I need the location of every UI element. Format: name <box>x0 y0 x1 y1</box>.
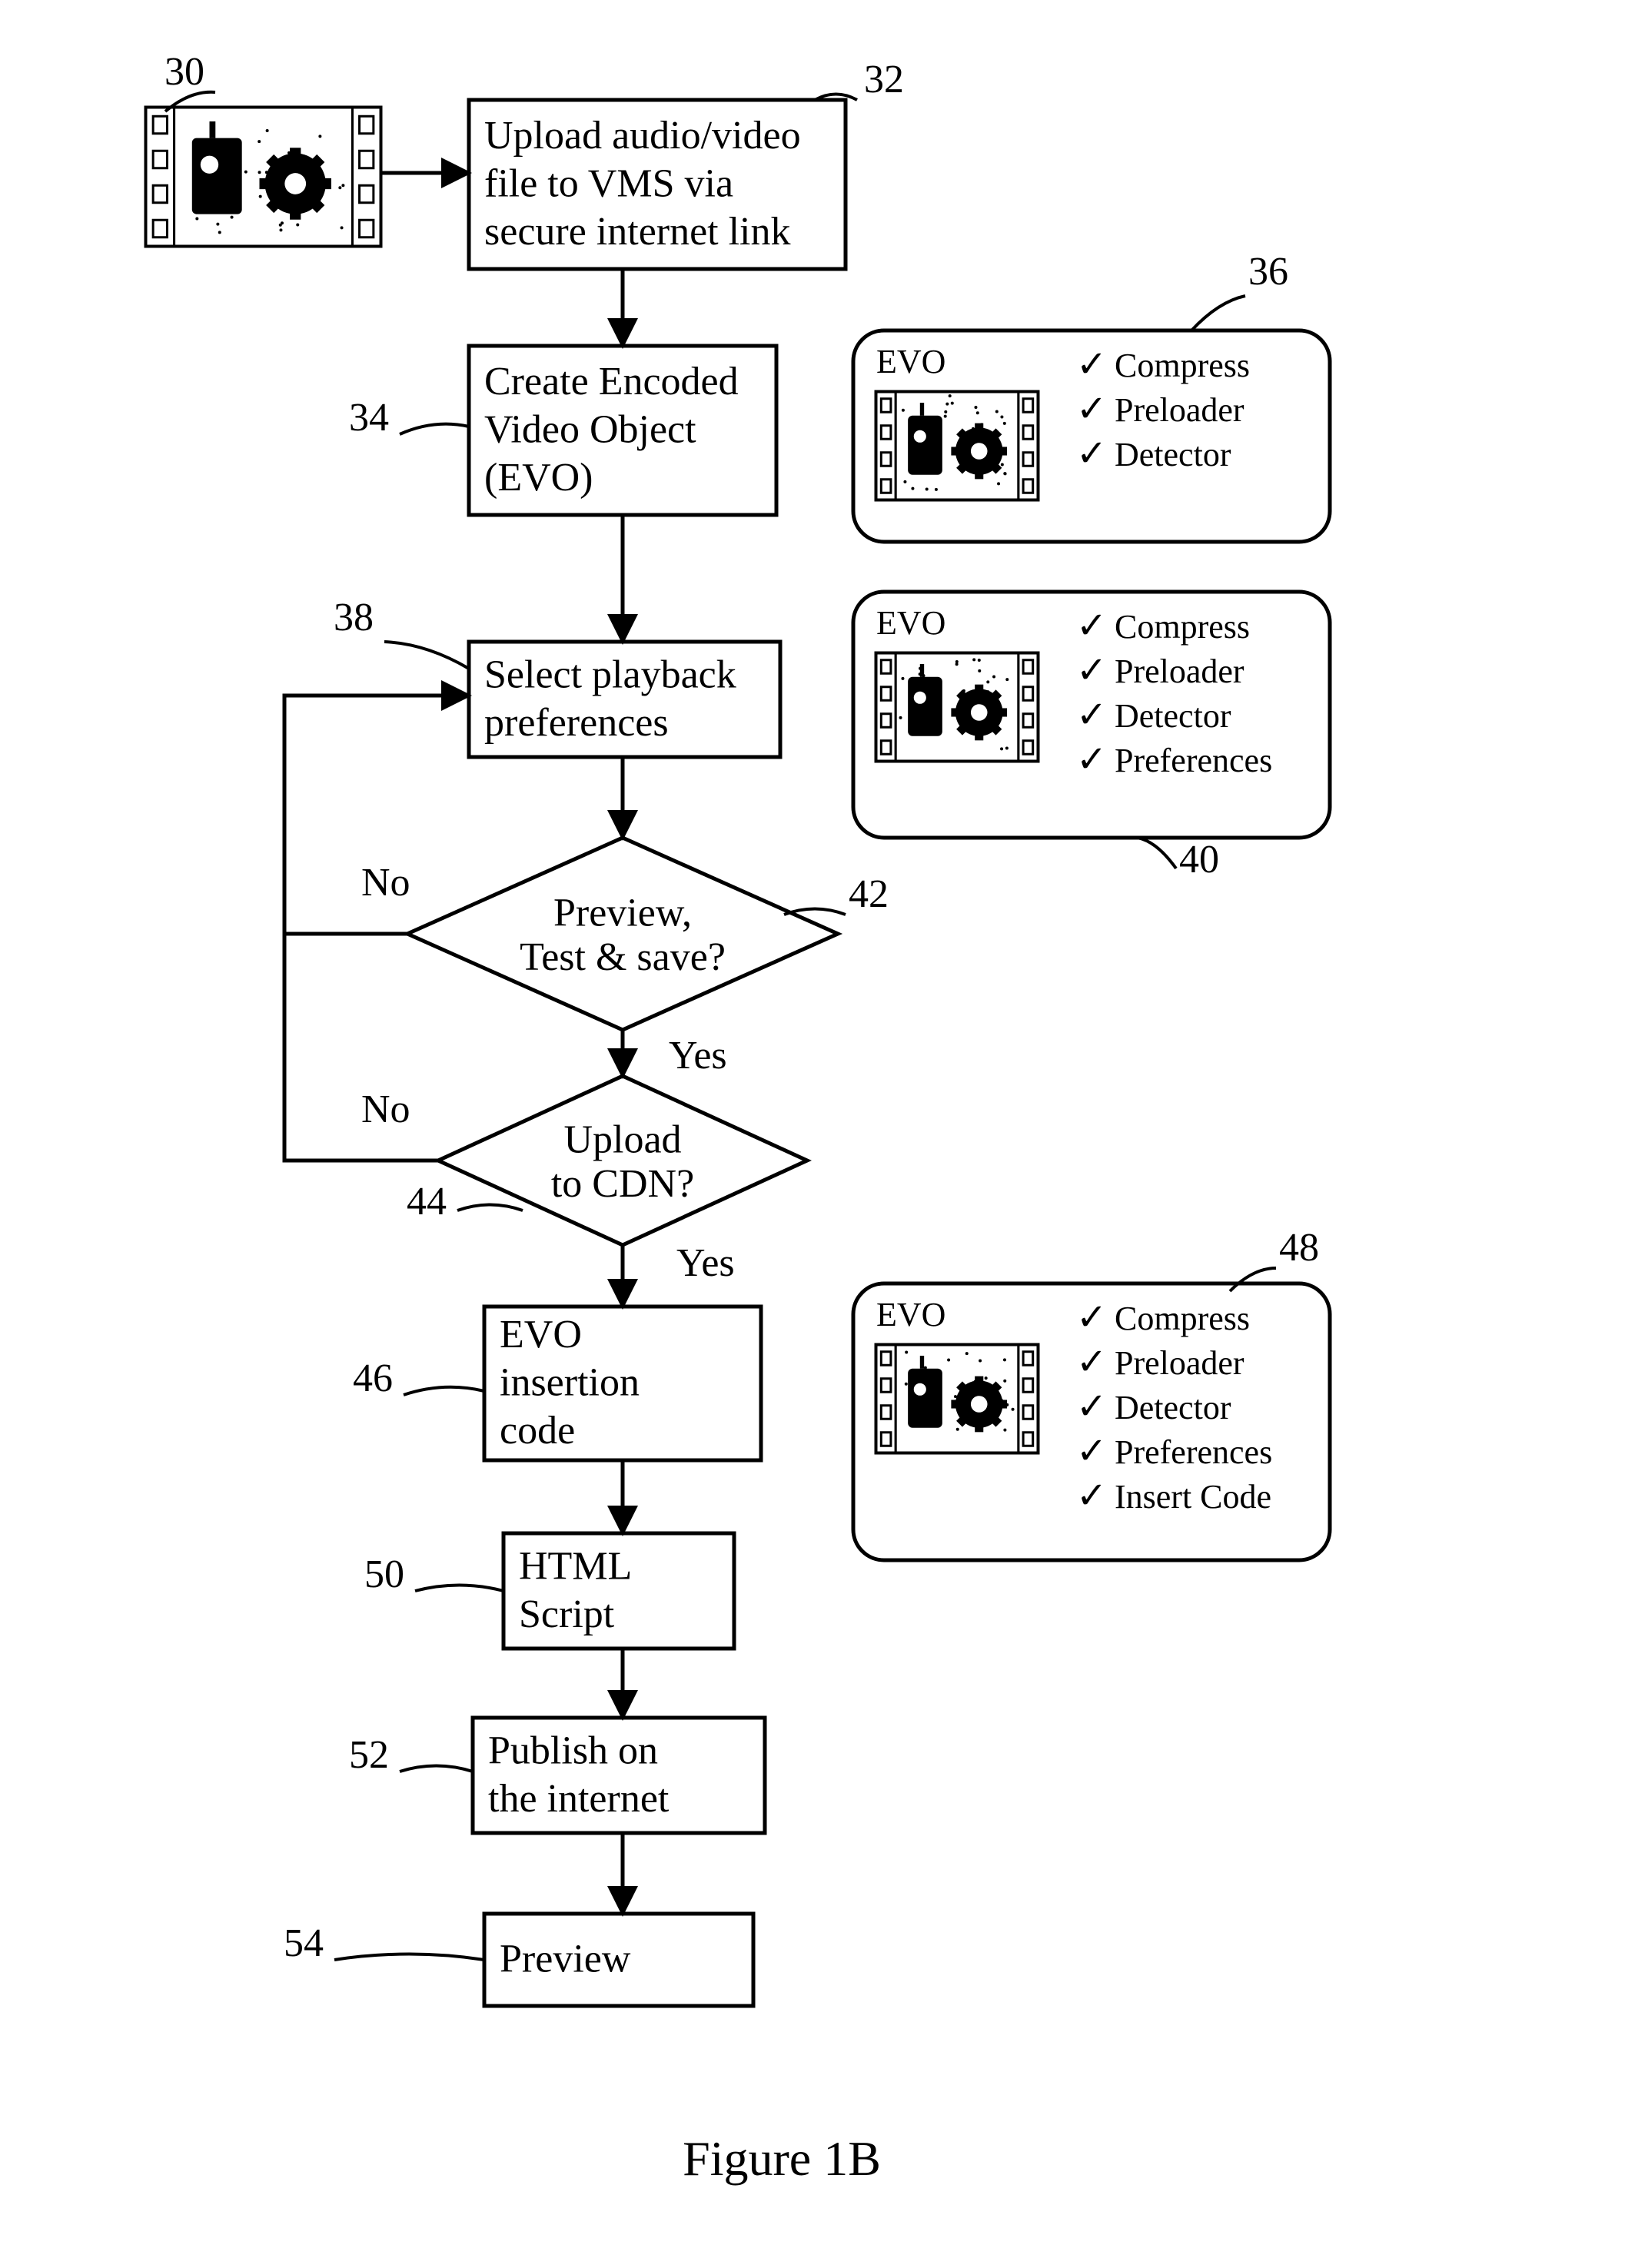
svg-text:EVO: EVO <box>876 343 945 380</box>
svg-text:insertion: insertion <box>500 1361 640 1405</box>
evo-card-evo40: EVO✓Compress✓Preloader✓Detector✓Preferen… <box>853 592 1330 838</box>
svg-text:Select playback: Select playback <box>484 653 736 696</box>
svg-text:48: 48 <box>1279 1226 1319 1270</box>
svg-text:the internet: the internet <box>488 1777 670 1821</box>
svg-text:Test & save?: Test & save? <box>520 935 726 979</box>
svg-text:Insert Code: Insert Code <box>1115 1478 1271 1516</box>
svg-text:50: 50 <box>364 1552 404 1596</box>
svg-text:Preview: Preview <box>500 1938 631 1981</box>
svg-text:Upload: Upload <box>563 1118 681 1162</box>
svg-text:✓: ✓ <box>1076 389 1107 430</box>
svg-text:Compress: Compress <box>1115 608 1250 646</box>
svg-text:preferences: preferences <box>484 701 669 745</box>
svg-text:34: 34 <box>349 396 389 440</box>
svg-text:code: code <box>500 1409 575 1453</box>
svg-text:✓: ✓ <box>1076 1297 1107 1338</box>
svg-text:Figure 1B: Figure 1B <box>683 2131 881 2186</box>
svg-text:Detector: Detector <box>1115 436 1231 473</box>
svg-text:Yes: Yes <box>669 1034 727 1078</box>
process-box38: Select playback preferences <box>469 642 780 757</box>
svg-text:No: No <box>361 861 410 905</box>
svg-text:Detector: Detector <box>1115 1389 1231 1426</box>
svg-text:✓: ✓ <box>1076 739 1107 780</box>
process-box54: Preview <box>484 1914 753 2006</box>
svg-text:Script: Script <box>519 1592 615 1636</box>
svg-text:✓: ✓ <box>1076 695 1107 736</box>
svg-text:HTML: HTML <box>519 1544 632 1588</box>
process-box50: HTMLScript <box>503 1533 734 1649</box>
svg-text:52: 52 <box>349 1733 389 1777</box>
edge: No <box>284 696 469 934</box>
svg-text:Video Object: Video Object <box>484 408 696 452</box>
decision-dec42: Preview,Test & save? <box>407 838 838 1030</box>
edge: No <box>284 696 438 1161</box>
svg-text:44: 44 <box>407 1180 447 1224</box>
svg-text:Preloader: Preloader <box>1115 391 1245 429</box>
svg-text:✓: ✓ <box>1076 433 1107 474</box>
process-box34: Create Encoded Video Object(EVO) <box>469 346 776 515</box>
edge: Yes <box>623 1241 735 1307</box>
svg-text:Preloader: Preloader <box>1115 653 1245 690</box>
svg-text:✓: ✓ <box>1076 344 1107 385</box>
svg-text:46: 46 <box>353 1356 393 1400</box>
flowchart-diagram: Upload audio/videofile to VMS viasecure … <box>0 0 1625 2268</box>
svg-text:Publish on: Publish on <box>488 1728 658 1772</box>
svg-text:Create Encoded: Create Encoded <box>484 360 739 403</box>
svg-text:✓: ✓ <box>1076 606 1107 646</box>
svg-text:Compress: Compress <box>1115 347 1250 384</box>
svg-text:EVO: EVO <box>876 1296 945 1333</box>
svg-text:38: 38 <box>334 596 374 639</box>
svg-text:Preferences: Preferences <box>1115 742 1272 779</box>
process-box32: Upload audio/videofile to VMS viasecure … <box>469 100 846 269</box>
svg-text:30: 30 <box>164 50 204 94</box>
svg-text:✓: ✓ <box>1076 1386 1107 1427</box>
svg-text:Preloader: Preloader <box>1115 1344 1245 1382</box>
process-box52: Publish on the internet <box>473 1718 765 1833</box>
svg-text:✓: ✓ <box>1076 1342 1107 1383</box>
svg-text:✓: ✓ <box>1076 1431 1107 1472</box>
svg-text:No: No <box>361 1088 410 1131</box>
svg-text:54: 54 <box>284 1921 324 1965</box>
svg-text:36: 36 <box>1248 250 1288 294</box>
svg-text:Preferences: Preferences <box>1115 1433 1272 1471</box>
svg-text:to CDN?: to CDN? <box>551 1162 694 1206</box>
svg-text:Preview,: Preview, <box>553 892 692 935</box>
svg-text:Detector: Detector <box>1115 697 1231 735</box>
svg-text:EVO: EVO <box>500 1313 582 1356</box>
decision-dec44: Uploadto CDN? <box>438 1076 807 1245</box>
svg-text:Yes: Yes <box>676 1241 735 1285</box>
svg-text:Upload audio/video: Upload audio/video <box>484 114 801 158</box>
svg-text:Compress: Compress <box>1115 1300 1250 1337</box>
evo-card-evo36: EVO✓Compress✓Preloader✓Detector <box>853 330 1330 542</box>
svg-text:32: 32 <box>864 58 904 101</box>
svg-text:file to VMS via: file to VMS via <box>484 162 733 206</box>
svg-text:40: 40 <box>1179 838 1219 882</box>
process-box46: EVO insertioncode <box>484 1307 761 1460</box>
evo-card-evo48: EVO✓Compress✓Preloader✓Detector✓Preferen… <box>853 1283 1330 1560</box>
svg-text:42: 42 <box>849 872 889 916</box>
edge: Yes <box>623 1030 727 1078</box>
svg-text:secure internet link: secure internet link <box>484 210 791 254</box>
svg-text:EVO: EVO <box>876 604 945 642</box>
svg-text:(EVO): (EVO) <box>484 456 593 500</box>
svg-text:✓: ✓ <box>1076 1476 1107 1516</box>
svg-text:✓: ✓ <box>1076 650 1107 691</box>
